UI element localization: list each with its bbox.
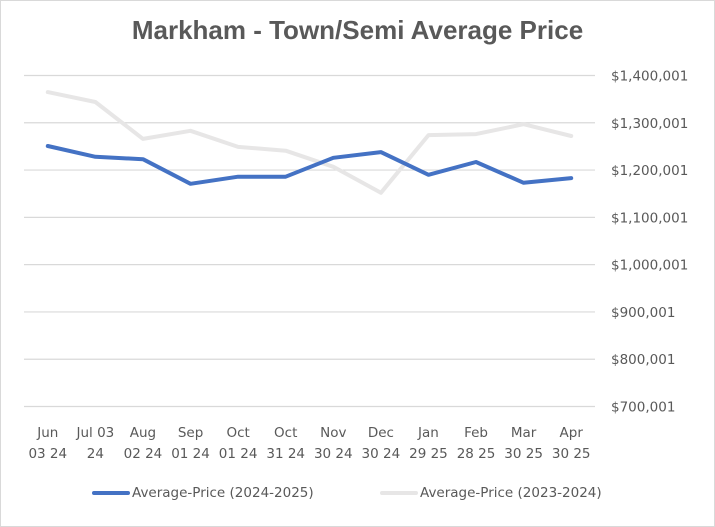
series-line-2023-2024 (45, 90, 574, 195)
x-tick-label: 31 24 (266, 446, 305, 462)
y-tick-label: $1,300,001 (611, 116, 688, 132)
x-tick-label: Jul 03 (75, 425, 114, 441)
x-tick-label: Dec (368, 425, 394, 441)
x-tick-label: 01 24 (171, 446, 210, 462)
y-tick-label: $1,200,001 (611, 163, 688, 179)
legend-swatch-2024-2025 (92, 491, 130, 495)
x-tick-label: Jun (36, 425, 58, 441)
y-tick-label: $800,001 (611, 352, 675, 368)
x-tick-label: Nov (320, 425, 346, 441)
x-tick-label: Sep (178, 425, 203, 441)
x-tick-label: Mar (511, 425, 537, 441)
x-tick-label: Oct (274, 425, 297, 441)
x-tick-label: 24 (87, 446, 104, 462)
x-tick-label: Aug (130, 425, 156, 441)
legend-item-2023-2024: Average-Price (2023-2024) (380, 485, 602, 501)
y-tick-label: $1,400,001 (611, 69, 688, 85)
chart-title: Markham - Town/Semi Average Price (131, 15, 584, 45)
legend-swatch-2023-2024 (380, 491, 418, 495)
x-tick-label: 30 25 (504, 446, 543, 462)
x-tick-label: Feb (464, 425, 488, 441)
x-tick-label: 29 25 (409, 446, 448, 462)
x-tick-label: 30 25 (552, 446, 591, 462)
series-line-2024-2025 (45, 144, 574, 186)
y-tick-label: $700,001 (611, 400, 675, 416)
x-tick-label: 30 24 (362, 446, 401, 462)
x-tick-label: 30 24 (314, 446, 353, 462)
x-tick-label: 01 24 (219, 446, 258, 462)
legend-item-2024-2025: Average-Price (2024-2025) (92, 485, 314, 501)
legend-label-2024-2025: Average-Price (2024-2025) (132, 485, 314, 501)
y-tick-label: $900,001 (611, 305, 675, 321)
legend-label-2023-2024: Average-Price (2023-2024) (420, 485, 602, 501)
x-tick-label: Jan (417, 425, 439, 441)
x-tick-label: Apr (560, 425, 584, 441)
y-tick-label: $1,000,001 (611, 258, 688, 274)
x-tick-label: 02 24 (124, 446, 163, 462)
x-tick-label: 03 24 (28, 446, 67, 462)
x-tick-label: Oct (226, 425, 249, 441)
y-tick-label: $1,100,001 (611, 210, 688, 226)
x-tick-label: 28 25 (457, 446, 496, 462)
chart-legend: Average-Price (2024-2025) Average-Price … (0, 485, 715, 505)
